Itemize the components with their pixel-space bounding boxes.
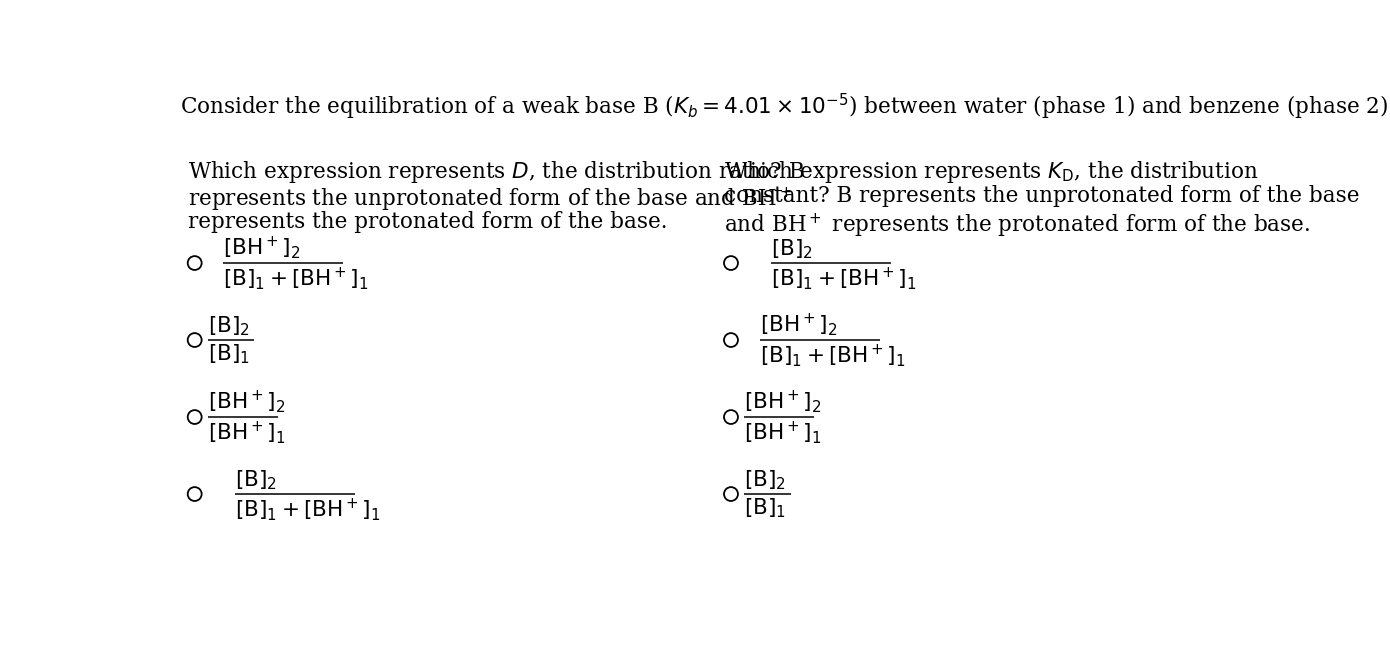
- Text: $[{\rm BH}^+]_2$: $[{\rm BH}^+]_2$: [744, 388, 821, 415]
- Text: $[{\rm B}]_2$: $[{\rm B}]_2$: [771, 237, 813, 261]
- Text: $[{\rm B}]_2$: $[{\rm B}]_2$: [235, 468, 277, 492]
- Text: $[{\rm B}]_2$: $[{\rm B}]_2$: [744, 468, 785, 492]
- Text: and BH$^+$ represents the protonated form of the base.: and BH$^+$ represents the protonated for…: [724, 211, 1311, 240]
- Text: $[{\rm BH}^+]_1$: $[{\rm BH}^+]_1$: [208, 419, 285, 446]
- Text: $[{\rm B}]_1$: $[{\rm B}]_1$: [208, 342, 250, 366]
- Text: $[{\rm BH}^+]_1$: $[{\rm BH}^+]_1$: [744, 419, 821, 446]
- Text: $[{\rm B}]_1 + [{\rm BH}^+]_1$: $[{\rm B}]_1 + [{\rm BH}^+]_1$: [771, 265, 917, 292]
- Text: Which expression represents $K_{\rm D}$, the distribution: Which expression represents $K_{\rm D}$,…: [724, 159, 1258, 185]
- Text: $[{\rm B}]_1 + [{\rm BH}^+]_1$: $[{\rm B}]_1 + [{\rm BH}^+]_1$: [760, 342, 905, 369]
- Text: $[{\rm BH}^+]_2$: $[{\rm BH}^+]_2$: [760, 311, 837, 338]
- Text: represents the protonated form of the base.: represents the protonated form of the ba…: [188, 211, 667, 233]
- Text: Which expression represents $D$, the distribution ratio? B: Which expression represents $D$, the dis…: [188, 159, 803, 185]
- Text: $[{\rm BH}^+]_2$: $[{\rm BH}^+]_2$: [224, 234, 300, 261]
- Text: $[{\rm B}]_2$: $[{\rm B}]_2$: [208, 314, 250, 338]
- Text: $[{\rm B}]_1 + [{\rm BH}^+]_1$: $[{\rm B}]_1 + [{\rm BH}^+]_1$: [224, 265, 368, 292]
- Text: constant? B represents the unprotonated form of the base: constant? B represents the unprotonated …: [724, 185, 1359, 207]
- Text: $[{\rm B}]_1$: $[{\rm B}]_1$: [744, 496, 785, 520]
- Text: $[{\rm B}]_1 + [{\rm BH}^+]_1$: $[{\rm B}]_1 + [{\rm BH}^+]_1$: [235, 496, 381, 524]
- Text: represents the unprotonated form of the base and BH$^+$: represents the unprotonated form of the …: [188, 185, 792, 214]
- Text: $[{\rm BH}^+]_2$: $[{\rm BH}^+]_2$: [208, 388, 285, 415]
- Text: Consider the equilibration of a weak base B ($K_b = 4.01 \times 10^{-5}$) betwee: Consider the equilibration of a weak bas…: [179, 92, 1390, 123]
